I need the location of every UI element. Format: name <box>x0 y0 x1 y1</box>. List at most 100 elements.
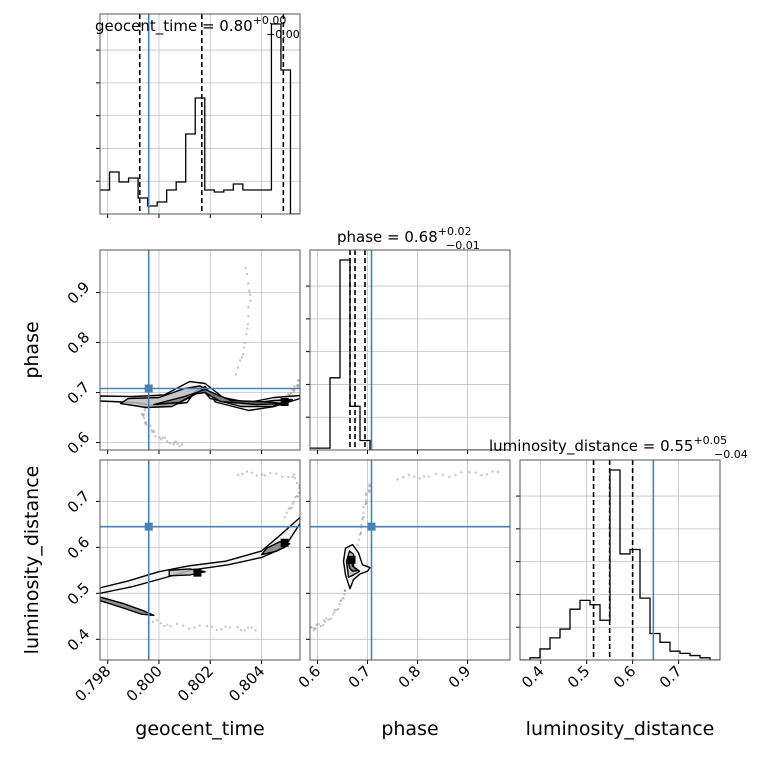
sample-point <box>292 390 296 394</box>
sample-point <box>333 608 336 612</box>
sample-point <box>154 435 157 438</box>
histogram-step-phase <box>310 259 510 450</box>
density-peak <box>193 568 202 577</box>
sample-point <box>474 471 477 474</box>
sample-point <box>356 543 359 546</box>
sample-point <box>323 620 327 623</box>
x-tick-label-geocent-time: 0.804 <box>225 662 268 705</box>
x-tick-label-geocent-time: 0.802 <box>174 662 217 705</box>
sample-point <box>245 470 249 473</box>
sample-point <box>448 475 451 479</box>
sample-point <box>160 438 163 441</box>
density-peak <box>280 538 289 547</box>
sample-point <box>236 626 239 629</box>
density-peak <box>347 555 356 564</box>
panel-frame <box>99 459 301 661</box>
sample-point <box>325 617 328 620</box>
sample-point <box>291 475 294 479</box>
sample-point <box>187 627 191 630</box>
sample-point <box>234 373 238 376</box>
sample-point <box>176 442 179 446</box>
xlabel-luminosity-distance: luminosity_distance <box>526 718 715 740</box>
sample-point <box>339 599 342 602</box>
sample-point <box>246 323 250 326</box>
sample-point <box>368 489 371 492</box>
sample-point <box>242 346 246 349</box>
xlabel-geocent-time: geocent_time <box>135 718 264 740</box>
sample-point <box>228 626 232 629</box>
sample-point <box>255 474 259 477</box>
ylabel-luminosity-distance: luminosity_distance <box>21 466 43 655</box>
sample-point <box>315 623 318 626</box>
sample-point <box>293 477 297 480</box>
sample-point <box>357 538 360 541</box>
sample-point <box>172 443 175 446</box>
gridlines <box>310 460 510 660</box>
scatter-phase-vs-geocent-time-panel: 0.6 0.7 0.8 0.9 <box>64 249 301 458</box>
sample-point <box>169 624 172 628</box>
density-peak <box>280 398 289 406</box>
sample-point <box>314 627 317 630</box>
x-tick-label-phase: 0.9 <box>445 662 475 692</box>
sample-point <box>296 495 300 498</box>
truth-marker <box>367 522 376 531</box>
sample-point <box>248 289 251 293</box>
sample-point <box>174 440 178 443</box>
x-tick-label-luminosity-distance: 0.7 <box>656 662 686 692</box>
sample-point <box>241 353 245 356</box>
title-phase-minus: −0.01 <box>446 239 480 252</box>
plot-area <box>100 470 303 632</box>
sample-point <box>250 626 253 629</box>
sample-point <box>341 597 344 600</box>
sample-point <box>151 620 155 623</box>
sample-point <box>336 607 340 611</box>
sample-point <box>237 473 240 477</box>
ylabel-phase: phase <box>21 321 43 378</box>
y-tick-label-phase: 0.9 <box>64 278 94 308</box>
sample-point <box>297 378 300 382</box>
sample-point <box>491 470 494 473</box>
y-tick-label-phase: 0.7 <box>64 378 94 408</box>
sample-point <box>205 624 209 628</box>
y-tick-label-luminosity-distance: 0.6 <box>64 533 94 563</box>
sample-point <box>198 624 201 627</box>
sample-point <box>365 501 368 505</box>
sample-point <box>319 625 323 628</box>
sample-point <box>434 472 438 475</box>
sample-point <box>364 493 368 497</box>
sample-point <box>269 471 272 475</box>
x-tick-label-geocent-time: 0.798 <box>71 662 114 705</box>
histogram-step-luminosity-distance <box>520 469 720 660</box>
sample-point <box>312 628 316 632</box>
sample-point <box>236 366 240 369</box>
sample-point <box>364 492 368 495</box>
sample-point <box>329 617 333 620</box>
sample-point <box>144 421 148 424</box>
sample-point <box>283 515 286 519</box>
sample-point <box>292 500 295 504</box>
sample-point <box>454 473 457 477</box>
sample-point <box>281 475 284 479</box>
sample-point <box>293 385 296 388</box>
sample-point <box>295 481 299 485</box>
sample-point <box>338 603 341 606</box>
sample-point <box>296 385 300 388</box>
truth-marker <box>144 522 153 531</box>
sample-point <box>407 473 411 477</box>
sample-point <box>291 502 294 505</box>
title-phase: phase = 0.68+0.02 <box>337 225 472 246</box>
sample-point <box>480 473 483 477</box>
sample-point <box>301 485 303 487</box>
sample-point <box>243 341 247 345</box>
histogram-phase-panel <box>306 249 511 454</box>
sample-point <box>210 625 214 629</box>
x-tick-label-phase: 0.7 <box>345 662 375 692</box>
sample-point <box>238 359 242 362</box>
sample-point <box>224 625 227 628</box>
y-tick-label-luminosity-distance: 0.7 <box>64 487 94 517</box>
x-tick-label-geocent-time: 0.800 <box>123 662 166 705</box>
plot-area <box>310 470 500 633</box>
sample-point <box>317 623 320 626</box>
sample-point <box>247 306 250 309</box>
